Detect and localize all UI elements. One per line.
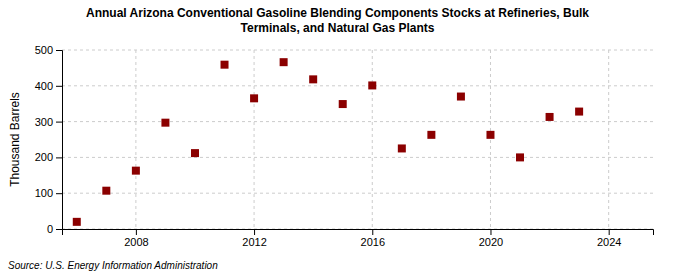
x-tick-label: 2024 [597,236,621,248]
x-axis: 2008 2012 2016 2020 2024 [63,229,654,248]
title-line: Terminals, and Natural Gas Plants [241,21,435,35]
point [161,119,169,127]
y-tick: 200 [35,151,62,163]
grid-line-y [62,121,653,122]
grid-line-x [254,50,255,229]
x-tick-mark [136,229,137,235]
y-tick-mark [56,50,62,51]
title-line: Annual Arizona Conventional Gasoline Ble… [86,6,589,20]
x-tick-mark [490,229,491,235]
y-tick-mark [56,86,62,87]
y-axis: 0 100 200 300 400 500 [35,44,63,235]
point [575,108,583,116]
y-tick-label: 300 [35,116,53,128]
y-tick-label: 500 [35,44,53,56]
title: Annual Arizona Conventional Gasoline Ble… [86,6,589,35]
grid-line-y [62,193,653,194]
point [102,187,110,195]
x-axis-line [63,230,654,236]
x-tick-mark [609,229,610,235]
point [250,94,258,102]
y-tick: 400 [35,80,62,92]
x-tick: 2012 [242,229,266,248]
x-tick-mark [254,229,255,235]
grid-line-x [372,50,373,229]
x-tick: 2024 [597,229,621,248]
x-tick: 2020 [479,229,503,248]
point [339,100,347,108]
point [398,144,406,152]
grid-line-y [62,157,653,158]
x-tick: 2016 [361,229,385,248]
x-tick-label: 2012 [242,236,266,248]
y-tick-mark [56,122,62,123]
x-tick: 2008 [124,229,148,248]
y-tick: 500 [35,44,62,56]
plot-area: 2008 2012 2016 2020 2024 0 100 200 300 400 500 [35,44,654,248]
point [546,113,554,121]
y-tick-mark [56,193,62,194]
chart-svg: 2008 2012 2016 2020 2024 0 100 200 300 400 500 Thou… [0,0,675,275]
point [516,153,524,161]
y-axis-label: Thousand Barrels [8,92,22,187]
point [191,149,199,157]
grid-line-y [62,85,653,86]
y-axis-line [56,51,63,230]
y-tick-mark [56,229,62,230]
point [73,218,81,226]
x-tick-mark [372,229,373,235]
points [73,58,583,226]
point [221,61,229,69]
point [486,131,494,139]
point [457,93,465,101]
grid-line-x [608,50,609,229]
point [280,58,288,66]
point [427,131,435,139]
y-tick-mark [56,157,62,158]
grid-line-y [62,50,653,51]
grid-line-x [135,50,136,229]
x-tick-label: 2008 [124,236,148,248]
source-note: Source: U.S. Energy Information Administ… [8,260,218,271]
x-tick-label: 2020 [479,236,503,248]
point [132,167,140,175]
point [309,75,317,83]
y-tick-label: 0 [47,223,53,235]
y-tick-label: 100 [35,187,53,199]
point [368,81,376,89]
y-tick: 300 [35,116,62,128]
y-tick-label: 200 [35,151,53,163]
y-tick: 100 [35,187,62,199]
y-tick: 0 [47,223,62,235]
grid-line-x [490,50,491,229]
x-tick-label: 2016 [361,236,385,248]
grid [62,50,653,229]
y-tick-label: 400 [35,80,53,92]
